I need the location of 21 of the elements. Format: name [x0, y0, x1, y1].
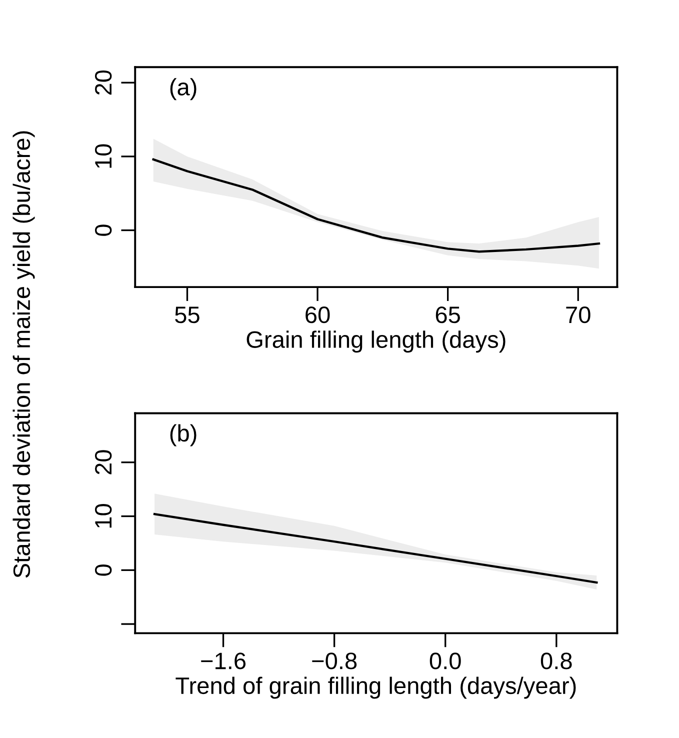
x-tick-label: 55	[175, 306, 200, 324]
line-series	[152, 158, 600, 253]
annotation: (a)	[170, 78, 196, 100]
annotation: (b)	[170, 424, 196, 446]
y-axis-title: Standard deviation of maize yield (bu/acre)	[12, 131, 35, 578]
y-tick-label: 0	[94, 564, 112, 576]
x-axis-title: Grain filling length (days)	[246, 330, 506, 353]
x-axis-title: Trend of grain filling length (days/year)	[176, 676, 576, 699]
y-tick-label: 0	[94, 224, 112, 236]
x-tick-label: −1.6	[201, 652, 246, 670]
x-tick-label: 0.8	[540, 652, 572, 670]
x-tick-label: 70	[566, 306, 590, 324]
x-tick-label: 60	[306, 306, 330, 324]
y-tick-label: 10	[94, 144, 112, 168]
line-series	[153, 512, 598, 584]
x-tick-label: 0.0	[430, 652, 461, 670]
y-tick-label: 20	[94, 70, 112, 95]
x-tick-label: −0.8	[312, 652, 357, 670]
y-tick-label: 10	[94, 504, 112, 528]
y-tick-label: 20	[94, 450, 112, 474]
x-tick-label: 65	[436, 306, 460, 324]
